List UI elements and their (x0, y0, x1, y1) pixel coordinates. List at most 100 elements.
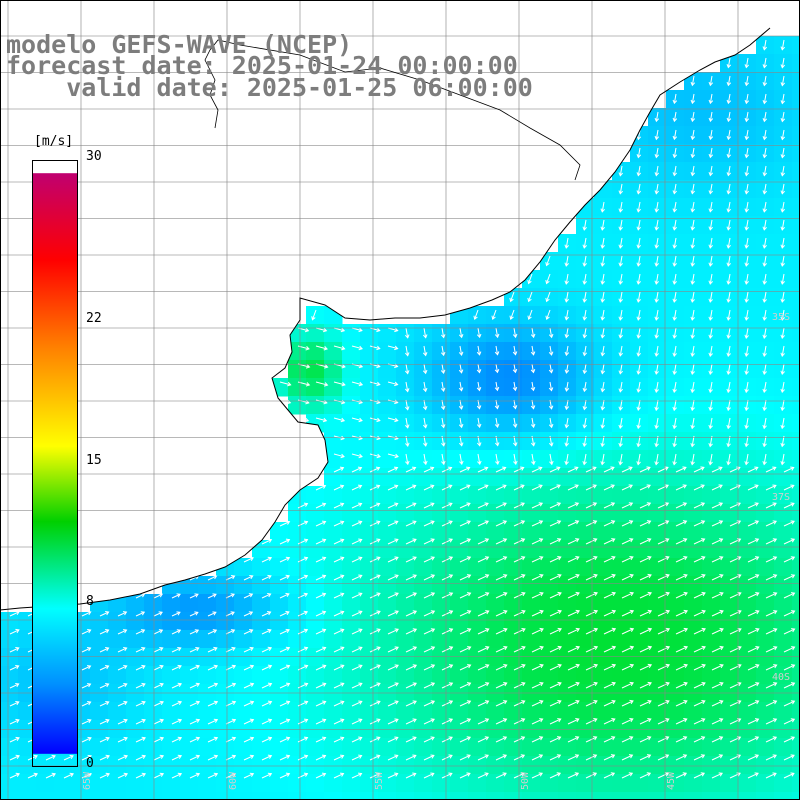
wind-arrow (780, 147, 786, 159)
wind-arrow (636, 273, 641, 285)
wind-arrow (654, 219, 659, 231)
wind-arrow (780, 39, 786, 51)
wind-arrow (675, 520, 688, 527)
wind-arrow (476, 399, 482, 410)
wind-arrow (549, 627, 562, 635)
speed-cell (270, 738, 289, 757)
wind-arrow (744, 129, 750, 141)
wind-arrow (762, 237, 767, 249)
speed-cell (324, 576, 343, 595)
wind-arrow (744, 75, 750, 87)
speed-cell (144, 648, 163, 667)
wind-arrow (459, 538, 472, 545)
wind-arrow (243, 646, 254, 653)
wind-arrow (600, 273, 605, 285)
speed-cell (720, 792, 739, 800)
speed-cell (378, 324, 397, 343)
speed-cell (486, 612, 505, 631)
speed-cell (774, 756, 793, 775)
speed-cell (594, 540, 613, 559)
wind-arrow (672, 363, 677, 375)
speed-cell (522, 396, 541, 415)
speed-cell (288, 504, 307, 523)
wind-arrow (726, 417, 731, 430)
wind-arrow (351, 502, 363, 509)
wind-arrow (477, 772, 489, 779)
speed-cell (630, 756, 649, 775)
speed-cell (18, 630, 37, 649)
speed-cell (486, 486, 505, 505)
wind-arrow (297, 718, 309, 725)
speed-cell (792, 108, 800, 127)
wind-arrow (261, 593, 272, 599)
wind-arrow (243, 611, 254, 617)
speed-cell (234, 792, 253, 800)
wind-arrow (333, 538, 345, 545)
wind-arrow (423, 646, 436, 653)
wind-arrow (603, 466, 615, 473)
speed-cell (612, 648, 631, 667)
speed-cell (630, 540, 649, 559)
speed-cell (522, 558, 541, 577)
wind-arrow (657, 736, 670, 743)
wind-arrow (315, 502, 327, 509)
speed-cell (414, 432, 433, 451)
speed-cell (666, 648, 685, 667)
speed-cell (630, 522, 649, 541)
speed-cell (648, 558, 667, 577)
speed-cell (342, 612, 361, 631)
wind-arrow (531, 466, 543, 473)
speed-cell (702, 576, 721, 595)
speed-cell (432, 738, 451, 757)
wind-arrow (387, 736, 399, 743)
speed-cell (198, 612, 217, 631)
wind-arrow (675, 538, 688, 545)
wind-arrow (747, 736, 760, 743)
wind-arrow (636, 453, 641, 466)
wind-arrow (567, 466, 579, 473)
speed-cell (360, 576, 379, 595)
speed-cell (450, 648, 469, 667)
speed-cell (756, 738, 775, 757)
wind-arrow (545, 291, 551, 303)
speed-cell (270, 756, 289, 775)
wind-arrow (279, 556, 291, 563)
wind-arrow (603, 627, 617, 635)
wind-arrow (693, 573, 706, 581)
speed-cell (342, 378, 361, 397)
colorbar-tick-8: 8 (86, 594, 94, 610)
speed-cell (450, 432, 469, 451)
speed-cell (396, 594, 415, 613)
speed-cell (648, 576, 667, 595)
wind-arrow (657, 520, 670, 527)
speed-cell (198, 702, 217, 721)
wind-arrow (261, 700, 273, 707)
speed-cell (414, 702, 433, 721)
wind-arrow (476, 345, 482, 356)
speed-cell (774, 612, 793, 631)
wind-arrow (654, 291, 659, 303)
wind-arrow (225, 754, 237, 761)
wind-arrow (567, 681, 580, 689)
speed-cell (252, 666, 271, 685)
wind-arrow (765, 466, 777, 473)
wind-arrow (621, 736, 634, 743)
speed-cell (306, 522, 325, 541)
wind-arrow (639, 627, 653, 635)
wind-arrow (564, 417, 570, 429)
wind-arrow (387, 754, 399, 761)
speed-cell (450, 468, 469, 487)
wind-arrow (333, 574, 345, 581)
wind-arrow (405, 736, 417, 743)
wind-arrow (225, 646, 236, 653)
wind-arrow (405, 417, 410, 429)
speed-cell (306, 324, 325, 343)
wind-arrow (9, 754, 20, 761)
wind-arrow (135, 718, 146, 725)
wind-arrow (639, 736, 652, 743)
speed-cell (612, 612, 631, 631)
wind-arrow (675, 718, 688, 725)
wind-arrow (762, 129, 768, 141)
speed-cell (612, 594, 631, 613)
wind-arrow (459, 754, 471, 761)
